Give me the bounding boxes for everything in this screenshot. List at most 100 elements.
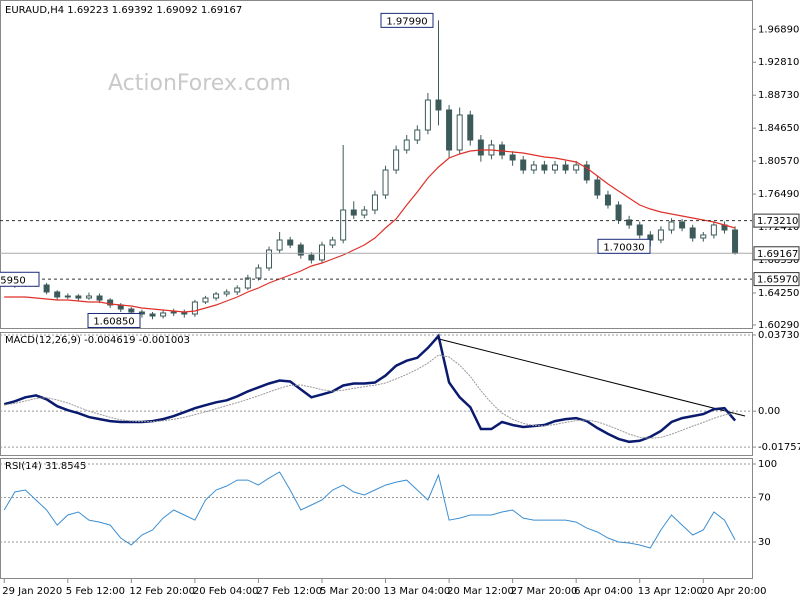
level-label-box xyxy=(753,272,800,287)
level-label-box xyxy=(753,246,800,261)
candle-body xyxy=(308,254,315,261)
indicator-line xyxy=(3,333,737,444)
y-tick-label: 1.84650 xyxy=(758,123,799,134)
price-panel xyxy=(0,0,753,329)
candle-body xyxy=(350,209,357,216)
y-tick-label: 70 xyxy=(758,492,771,503)
level-label: 1.65970 xyxy=(757,275,798,286)
candle-body xyxy=(43,284,50,293)
x-tick-label: 27 Feb 12:00 xyxy=(256,586,322,597)
level-label: 1.73210 xyxy=(757,216,798,227)
y-tick-label: 1.96890 xyxy=(758,24,799,35)
candle-body xyxy=(414,129,421,141)
moving-average xyxy=(4,149,736,313)
candle-body xyxy=(732,229,739,254)
annotation-label: 5950 xyxy=(0,275,25,286)
annotation-box xyxy=(87,312,141,328)
candle-body xyxy=(213,293,220,299)
y-tick-label: 0.00 xyxy=(758,406,780,417)
candle-body xyxy=(96,295,103,301)
candle-body xyxy=(85,295,92,299)
y-tick-label: 1.60290 xyxy=(758,320,799,331)
x-tick-label: 20 Apr 20:00 xyxy=(701,586,766,597)
x-tick-label: 13 Apr 12:00 xyxy=(638,586,703,597)
candle-body xyxy=(318,244,325,261)
indicator-line xyxy=(3,471,736,549)
y-tick-label: 0.037301 xyxy=(758,330,800,341)
x-tick-label: 5 Mar 20:00 xyxy=(320,586,380,597)
candle-body xyxy=(562,164,569,171)
candle-body xyxy=(54,291,61,298)
candle-body xyxy=(477,139,484,156)
x-tick-label: 29 Jan 2020 xyxy=(2,586,62,597)
candle-body xyxy=(604,194,611,206)
x-tick-label: 5 Feb 12:00 xyxy=(66,586,125,597)
rsi-panel xyxy=(0,458,753,579)
candle-body xyxy=(467,114,474,141)
indicator-line xyxy=(4,354,736,439)
candle-body xyxy=(371,194,378,211)
trend-line xyxy=(434,337,746,417)
candle-body xyxy=(551,164,558,171)
candle-body xyxy=(636,224,643,236)
candle-body xyxy=(710,224,717,236)
annotation-box xyxy=(380,12,434,28)
candle-body xyxy=(509,154,516,161)
candle-body xyxy=(657,229,664,241)
macd-title: MACD(12,26,9) -0.004619 -0.001003 xyxy=(5,335,190,346)
candle-body xyxy=(107,299,114,306)
candle-body xyxy=(361,209,368,216)
candle-body xyxy=(530,164,537,171)
y-tick-label: 1.64250 xyxy=(758,288,799,299)
level-label-box xyxy=(753,213,800,228)
candle-body xyxy=(64,295,71,298)
candle-body xyxy=(520,159,527,171)
annotation-label: 1.97990 xyxy=(386,16,427,27)
y-tick-label: 100 xyxy=(758,459,777,470)
candle-body xyxy=(297,244,304,256)
candle-body xyxy=(393,149,400,171)
candle-body xyxy=(202,297,209,303)
x-tick-label: 27 Mar 20:00 xyxy=(511,586,578,597)
candle-body xyxy=(149,313,156,317)
watermark: ActionForex.com xyxy=(108,71,291,96)
y-tick-label: 1.92810 xyxy=(758,57,799,68)
annotation-box xyxy=(0,271,40,287)
x-tick-label: 20 Mar 12:00 xyxy=(447,586,514,597)
macd-panel xyxy=(0,332,753,456)
candle-body xyxy=(541,164,548,171)
candle-body xyxy=(244,277,251,289)
candle-body xyxy=(75,295,82,299)
candle-body xyxy=(340,209,347,241)
candle-body xyxy=(382,169,389,196)
candle-body xyxy=(668,221,675,231)
x-tick-label: 6 Apr 04:00 xyxy=(574,586,633,597)
candle-body xyxy=(594,179,601,196)
annotation-label: 1.70030 xyxy=(603,242,644,253)
candle-body xyxy=(160,312,167,317)
candle-body xyxy=(266,249,273,269)
candle-body xyxy=(456,114,463,151)
candle-body xyxy=(424,99,431,131)
candle-body xyxy=(223,291,230,295)
candle-body xyxy=(403,139,410,151)
candle-body xyxy=(128,308,135,313)
candle-body xyxy=(446,109,453,151)
y-tick-label: 1.80570 xyxy=(758,156,799,167)
candle-body xyxy=(170,311,177,314)
y-tick-label: 1.76490 xyxy=(758,189,799,200)
y-tick-label: 30 xyxy=(758,537,771,548)
candle-body xyxy=(276,239,283,251)
candle-body xyxy=(234,287,241,293)
annotation-label: 1.60850 xyxy=(93,316,134,327)
candle-body xyxy=(615,204,622,221)
candle-body xyxy=(499,144,506,156)
y-tick-label: -0.017577 xyxy=(758,442,800,453)
candle-body xyxy=(287,239,294,246)
candle-body xyxy=(255,267,262,279)
candle-body xyxy=(626,219,633,226)
x-tick-label: 13 Mar 04:00 xyxy=(384,586,451,597)
candle-body xyxy=(191,301,198,315)
